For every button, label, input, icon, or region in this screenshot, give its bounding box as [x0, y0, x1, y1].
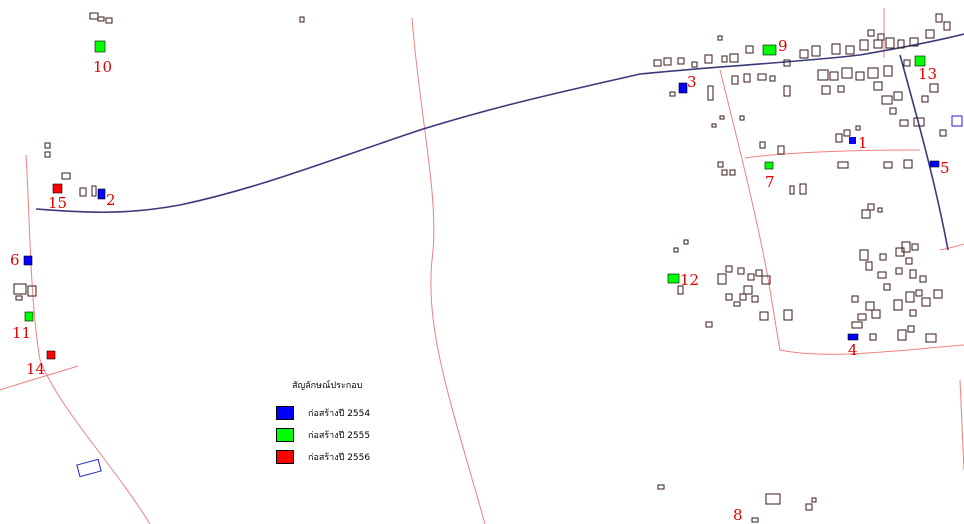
marker-13[interactable]	[914, 55, 926, 67]
marker-9[interactable]	[762, 44, 777, 56]
label-14: 14	[26, 360, 45, 378]
main-roads	[35, 33, 964, 251]
map-legend: สัญลักษณ์ประกอบ ก่อสร้างปี 2554 ก่อสร้าง…	[276, 378, 370, 468]
marker-7[interactable]	[764, 161, 774, 170]
legend-swatch-red	[276, 450, 294, 464]
label-4: 4	[848, 341, 858, 359]
label-2: 2	[106, 191, 116, 209]
label-11: 11	[12, 324, 31, 342]
marker-4[interactable]	[847, 333, 859, 341]
label-9: 9	[778, 37, 788, 55]
marker-6[interactable]	[23, 255, 33, 266]
legend-title: สัญลักษณ์ประกอบ	[292, 381, 363, 391]
legend-item-2555: ก่อสร้างปี 2555	[276, 424, 370, 446]
label-15: 15	[48, 194, 67, 212]
legend-label-2554: ก่อสร้างปี 2554	[308, 409, 371, 419]
road-center-vertical	[411, 17, 486, 524]
road-west-branch	[0, 365, 79, 391]
buildings	[13, 12, 963, 523]
label-12: 12	[680, 271, 699, 289]
minor-roads	[0, 8, 964, 524]
road-east-lower	[959, 379, 964, 471]
road-village-diagonal	[719, 69, 781, 351]
marker-11[interactable]	[24, 311, 34, 322]
road-east-upper	[939, 243, 964, 251]
marker-3[interactable]	[678, 82, 688, 94]
label-1: 1	[858, 134, 868, 152]
label-8: 8	[733, 506, 743, 524]
marker-10[interactable]	[94, 40, 106, 53]
main-road-east-west	[35, 33, 964, 214]
label-3: 3	[687, 73, 697, 91]
main-road-north-south	[899, 54, 949, 251]
marker-5[interactable]	[929, 160, 940, 168]
label-7: 7	[765, 173, 775, 191]
marker-12[interactable]	[667, 273, 680, 284]
legend-item-2556: ก่อสร้างปี 2556	[276, 446, 370, 468]
label-13: 13	[918, 65, 937, 83]
label-6: 6	[10, 251, 20, 269]
legend-item-2554: ก่อสร้างปี 2554	[276, 402, 370, 424]
marker-2[interactable]	[97, 188, 106, 200]
legend-swatch-blue	[276, 406, 294, 420]
road-village-horizontal	[744, 149, 921, 159]
marker-1[interactable]	[849, 137, 856, 144]
label-10: 10	[93, 58, 112, 76]
marker-14[interactable]	[46, 350, 56, 360]
legend-label-2555: ก่อสร้างปี 2555	[308, 431, 371, 441]
road-west-vertical	[25, 154, 151, 524]
marker-labels: 1 2 3 4 5 6 7 8 9 10 11 12 13 14 15	[10, 37, 950, 524]
road-village-south	[779, 344, 964, 355]
marker-15[interactable]	[52, 183, 63, 194]
project-markers	[23, 40, 940, 360]
legend-swatch-green	[276, 428, 294, 442]
label-5: 5	[940, 159, 950, 177]
legend-label-2556: ก่อสร้างปี 2556	[308, 453, 371, 463]
